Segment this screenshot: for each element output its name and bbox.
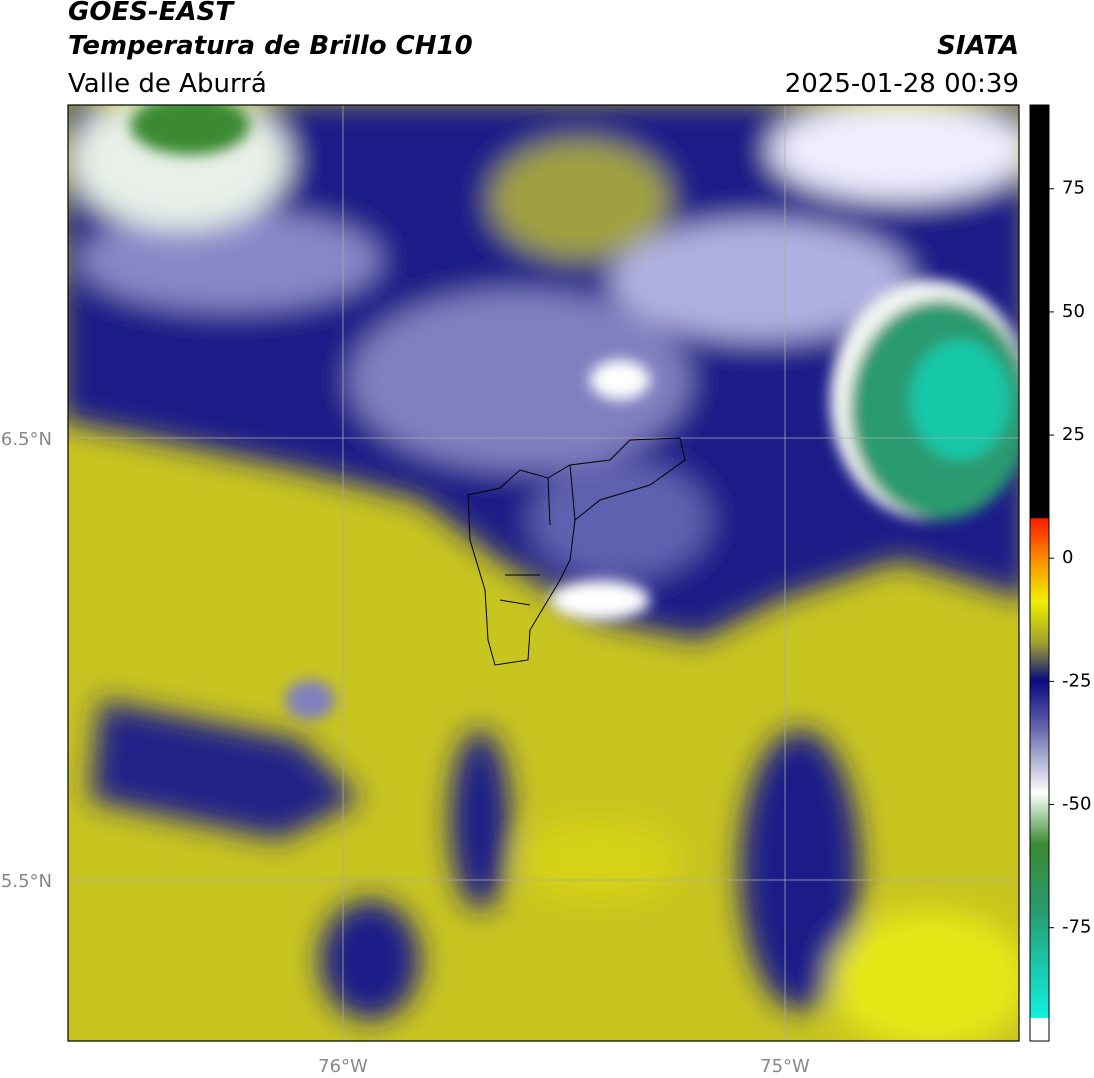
source: SIATA: [937, 31, 1019, 61]
subtitle: Temperatura de Brillo CH10: [68, 31, 473, 61]
lon-label: 76°W: [318, 1056, 368, 1077]
region: Valle de Aburrá: [68, 69, 267, 99]
colorbar: [1029, 104, 1050, 1042]
colorbar-tick-label: 50: [1062, 301, 1085, 322]
colorbar-tick-label: -25: [1062, 670, 1091, 691]
colorbar-tick-label: 75: [1062, 178, 1085, 199]
title: GOES-EAST: [68, 0, 235, 27]
colorbar-tick-label: -50: [1062, 794, 1091, 815]
colorbar-tick-label: 0: [1062, 547, 1073, 568]
colorbar-tick-label: 25: [1062, 424, 1085, 445]
map-frame: [67, 104, 1020, 1042]
lon-label: 75°W: [760, 1056, 810, 1077]
lat-label: 5.5°N: [1, 871, 52, 892]
municipal-boundaries: [467, 437, 686, 666]
lat-label: 6.5°N: [1, 429, 52, 450]
colorbar-tick-label: -75: [1062, 917, 1091, 938]
map-field: [68, 105, 1019, 1041]
datetime: 2025-01-28 00:39: [785, 69, 1019, 99]
